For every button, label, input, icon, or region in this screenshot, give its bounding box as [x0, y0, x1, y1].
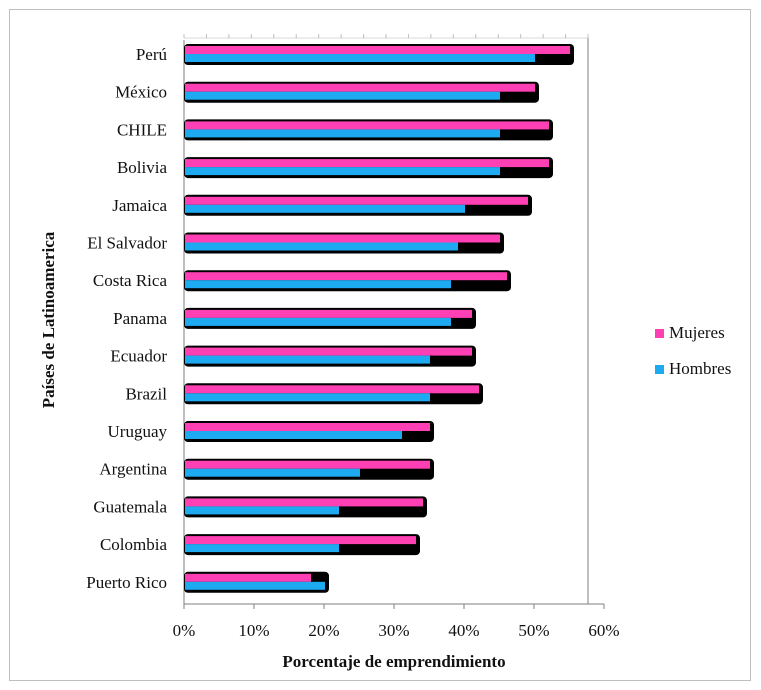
bar-mujeres [185, 196, 528, 205]
bar-hombres [185, 129, 500, 138]
bar-mujeres [185, 272, 507, 281]
bar-mujeres [185, 159, 549, 168]
x-axis-title: Porcentaje de emprendimiento [282, 652, 505, 671]
category-label: Argentina [99, 460, 167, 479]
bar-mujeres [185, 460, 430, 469]
category-label: Costa Rica [93, 271, 168, 290]
bar-hombres [185, 280, 451, 289]
bar-mujeres [185, 347, 472, 356]
category-label: México [115, 83, 167, 102]
bar-hombres [185, 506, 339, 515]
x-tick-label: 10% [238, 621, 269, 640]
bar-mujeres [185, 385, 479, 394]
bar-hombres [185, 317, 451, 326]
category-label: Perú [136, 45, 168, 64]
category-label: Uruguay [108, 422, 168, 441]
bar-hombres [185, 167, 500, 176]
bar-mujeres [185, 46, 570, 54]
x-tick-label: 50% [518, 621, 549, 640]
legend-label: Hombres [669, 359, 731, 378]
bar-mujeres [185, 234, 500, 243]
bar-hombres [185, 355, 430, 364]
category-label: Panama [113, 309, 167, 328]
legend-label: Mujeres [669, 323, 725, 342]
bar-mujeres [185, 536, 416, 545]
x-tick-label: 0% [173, 621, 196, 640]
category-label: CHILE [117, 120, 167, 139]
category-label: Bolivia [117, 158, 168, 177]
bar-hombres [185, 242, 458, 251]
category-label: El Salvador [87, 234, 167, 253]
bar-hombres [185, 393, 430, 402]
bar-hombres [185, 431, 402, 439]
x-tick-label: 30% [378, 621, 409, 640]
category-label: Ecuador [110, 347, 167, 366]
x-tick-label: 20% [308, 621, 339, 640]
bar-hombres [185, 581, 325, 590]
bar-hombres [185, 91, 500, 100]
legend-swatch [655, 329, 664, 338]
bar-mujeres [185, 83, 535, 92]
x-axis-ticks: 0% 10% 20% 30% 40% 50% 60% [173, 604, 620, 640]
bar-hombres [185, 468, 360, 477]
bar-hombres [185, 544, 339, 553]
bar-mujeres [185, 498, 423, 507]
bar-mujeres [185, 423, 430, 431]
bar-mujeres [185, 573, 311, 582]
bar-mujeres [185, 121, 549, 130]
x-tick-label: 40% [448, 621, 479, 640]
bar-hombres [185, 54, 535, 62]
legend-swatch [655, 365, 664, 374]
legend: Mujeres Hombres [655, 323, 731, 378]
bar-hombres [185, 204, 465, 213]
bar-mujeres [185, 309, 472, 318]
category-label: Jamaica [112, 196, 167, 215]
category-label: Brazil [125, 384, 167, 403]
category-label: Colombia [100, 535, 168, 554]
category-label: Puerto Rico [86, 573, 167, 592]
x-tick-label: 60% [588, 621, 619, 640]
category-labels: Perú México CHILE Bolivia Jamaica El Salvador… [86, 45, 167, 592]
bars-layer [184, 44, 574, 593]
category-label: Guatemala [93, 497, 167, 516]
y-axis-title: Países de Latinoamerica [39, 231, 58, 408]
